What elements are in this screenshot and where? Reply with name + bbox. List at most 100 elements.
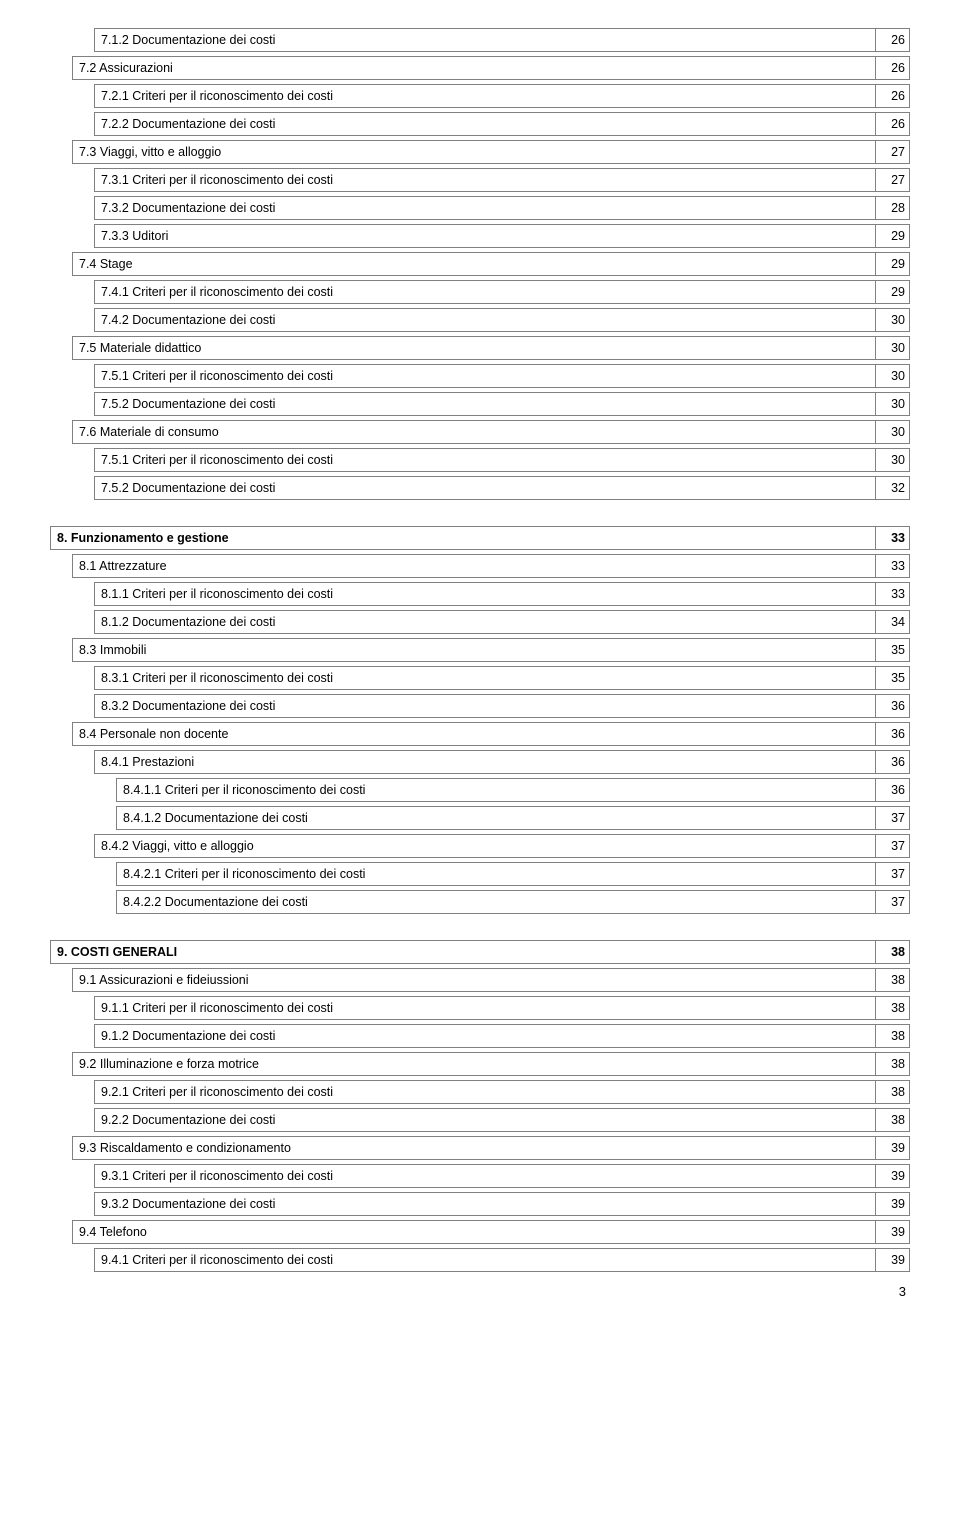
toc-row: 7.5.2 Documentazione dei costi32	[94, 476, 910, 500]
toc-row-title: 8.3.1 Criteri per il riconoscimento dei …	[94, 666, 876, 690]
toc-row-title: 8.1.2 Documentazione dei costi	[94, 610, 876, 634]
toc-row-page: 29	[876, 252, 910, 276]
toc-row-title: 7.1.2 Documentazione dei costi	[94, 28, 876, 52]
toc-row: 9.2.2 Documentazione dei costi38	[94, 1108, 910, 1132]
toc-row: 7.5 Materiale didattico30	[72, 336, 910, 360]
toc-row-page: 38	[876, 1024, 910, 1048]
toc-row: 7.3.1 Criteri per il riconoscimento dei …	[94, 168, 910, 192]
toc-row-title: 9.3.2 Documentazione dei costi	[94, 1192, 876, 1216]
toc-row-title: 7.5.1 Criteri per il riconoscimento dei …	[94, 448, 876, 472]
toc-row-page: 39	[876, 1192, 910, 1216]
toc-row-title: 9.1 Assicurazioni e fideiussioni	[72, 968, 876, 992]
toc-row-page: 35	[876, 638, 910, 662]
toc-row-page: 39	[876, 1220, 910, 1244]
toc-row-title: 9.3.1 Criteri per il riconoscimento dei …	[94, 1164, 876, 1188]
toc-row: 7.4.2 Documentazione dei costi30	[94, 308, 910, 332]
toc-row-title: 7.4.2 Documentazione dei costi	[94, 308, 876, 332]
toc-row-title: 8.4.1.2 Documentazione dei costi	[116, 806, 876, 830]
toc-row-title: 8.4.2 Viaggi, vitto e alloggio	[94, 834, 876, 858]
toc-row: 7.3.3 Uditori29	[94, 224, 910, 248]
toc-row-page: 29	[876, 280, 910, 304]
toc-row-title: 9.3 Riscaldamento e condizionamento	[72, 1136, 876, 1160]
toc-row-title: 7.3 Viaggi, vitto e alloggio	[72, 140, 876, 164]
toc-row-title: 7.5.1 Criteri per il riconoscimento dei …	[94, 364, 876, 388]
toc-row: 7.3.2 Documentazione dei costi28	[94, 196, 910, 220]
toc-row: 7.5.1 Criteri per il riconoscimento dei …	[94, 448, 910, 472]
toc-row: 8.4.2 Viaggi, vitto e alloggio37	[94, 834, 910, 858]
page-number: 3	[50, 1284, 910, 1299]
toc-row-title: 9. COSTI GENERALI	[50, 940, 876, 964]
toc-row-page: 27	[876, 140, 910, 164]
toc-row-page: 26	[876, 112, 910, 136]
toc-row-page: 33	[876, 582, 910, 606]
toc-row-title: 9.2 Illuminazione e forza motrice	[72, 1052, 876, 1076]
toc-row-title: 9.2.1 Criteri per il riconoscimento dei …	[94, 1080, 876, 1104]
group-gap	[50, 504, 910, 526]
toc-row-page: 39	[876, 1248, 910, 1272]
toc-row-page: 32	[876, 476, 910, 500]
toc-row: 7.5.1 Criteri per il riconoscimento dei …	[94, 364, 910, 388]
toc-row: 7.2.1 Criteri per il riconoscimento dei …	[94, 84, 910, 108]
toc-row-title: 8.4.1 Prestazioni	[94, 750, 876, 774]
toc-row: 8.1.1 Criteri per il riconoscimento dei …	[94, 582, 910, 606]
toc-row-title: 8.4 Personale non docente	[72, 722, 876, 746]
toc-row-title: 8.1 Attrezzature	[72, 554, 876, 578]
toc-row-title: 8.4.2.2 Documentazione dei costi	[116, 890, 876, 914]
toc-row-page: 37	[876, 890, 910, 914]
toc-row-page: 30	[876, 364, 910, 388]
toc-row-title: 7.2 Assicurazioni	[72, 56, 876, 80]
toc-row: 9.3.1 Criteri per il riconoscimento dei …	[94, 1164, 910, 1188]
toc-row: 9.1.2 Documentazione dei costi38	[94, 1024, 910, 1048]
toc-row: 8.3.2 Documentazione dei costi36	[94, 694, 910, 718]
toc-row-page: 38	[876, 940, 910, 964]
toc-row: 9.2 Illuminazione e forza motrice38	[72, 1052, 910, 1076]
toc-row-title: 7.3.3 Uditori	[94, 224, 876, 248]
toc-row: 8.1.2 Documentazione dei costi34	[94, 610, 910, 634]
toc-row-title: 7.5.2 Documentazione dei costi	[94, 476, 876, 500]
toc-row: 8.4.1.1 Criteri per il riconoscimento de…	[116, 778, 910, 802]
toc-row-page: 37	[876, 806, 910, 830]
toc-row: 9.4.1 Criteri per il riconoscimento dei …	[94, 1248, 910, 1272]
toc-row: 8.3.1 Criteri per il riconoscimento dei …	[94, 666, 910, 690]
toc-row: 8.4.1.2 Documentazione dei costi37	[116, 806, 910, 830]
toc-row: 9. COSTI GENERALI38	[50, 940, 910, 964]
toc-row-page: 33	[876, 554, 910, 578]
toc-row-page: 28	[876, 196, 910, 220]
toc-row-title: 8.4.2.1 Criteri per il riconoscimento de…	[116, 862, 876, 886]
toc-row-title: 7.4 Stage	[72, 252, 876, 276]
toc-row-title: 9.4 Telefono	[72, 1220, 876, 1244]
toc-row-title: 9.4.1 Criteri per il riconoscimento dei …	[94, 1248, 876, 1272]
toc-row-page: 38	[876, 1108, 910, 1132]
group-gap	[50, 918, 910, 940]
toc-row-page: 38	[876, 1080, 910, 1104]
toc-row: 9.1 Assicurazioni e fideiussioni38	[72, 968, 910, 992]
toc-row: 7.1.2 Documentazione dei costi26	[94, 28, 910, 52]
toc-row: 7.3 Viaggi, vitto e alloggio27	[72, 140, 910, 164]
toc-row: 8.4.2.2 Documentazione dei costi37	[116, 890, 910, 914]
toc-row-page: 38	[876, 1052, 910, 1076]
toc-row: 8.4.1 Prestazioni36	[94, 750, 910, 774]
toc-row-page: 37	[876, 862, 910, 886]
toc-row: 9.3.2 Documentazione dei costi39	[94, 1192, 910, 1216]
toc-row-page: 30	[876, 336, 910, 360]
toc-row-page: 27	[876, 168, 910, 192]
toc-row-title: 7.3.2 Documentazione dei costi	[94, 196, 876, 220]
toc-row-title: 9.1.1 Criteri per il riconoscimento dei …	[94, 996, 876, 1020]
toc-row-page: 26	[876, 84, 910, 108]
toc-row-title: 7.6 Materiale di consumo	[72, 420, 876, 444]
toc-row-title: 8.4.1.1 Criteri per il riconoscimento de…	[116, 778, 876, 802]
toc-row-page: 39	[876, 1164, 910, 1188]
toc-row: 8.1 Attrezzature33	[72, 554, 910, 578]
toc-row: 7.2 Assicurazioni26	[72, 56, 910, 80]
toc-row-page: 30	[876, 448, 910, 472]
toc-row: 7.4 Stage29	[72, 252, 910, 276]
toc-row-title: 7.2.1 Criteri per il riconoscimento dei …	[94, 84, 876, 108]
toc-row-page: 36	[876, 750, 910, 774]
toc-row-page: 38	[876, 996, 910, 1020]
toc-row-page: 37	[876, 834, 910, 858]
toc-row-title: 7.5.2 Documentazione dei costi	[94, 392, 876, 416]
toc-row-page: 30	[876, 420, 910, 444]
toc-row: 9.2.1 Criteri per il riconoscimento dei …	[94, 1080, 910, 1104]
toc-row-page: 30	[876, 308, 910, 332]
toc-row-page: 35	[876, 666, 910, 690]
